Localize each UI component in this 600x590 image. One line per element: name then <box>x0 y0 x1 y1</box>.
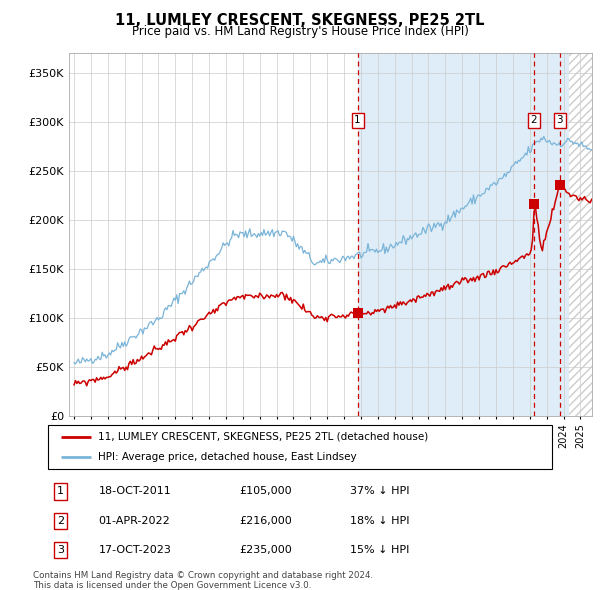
Text: 17-OCT-2023: 17-OCT-2023 <box>98 545 171 555</box>
Text: 1: 1 <box>354 115 361 125</box>
Text: 3: 3 <box>557 115 563 125</box>
Text: Price paid vs. HM Land Registry's House Price Index (HPI): Price paid vs. HM Land Registry's House … <box>131 25 469 38</box>
Text: HPI: Average price, detached house, East Lindsey: HPI: Average price, detached house, East… <box>98 452 357 462</box>
Text: Contains HM Land Registry data © Crown copyright and database right 2024.: Contains HM Land Registry data © Crown c… <box>33 571 373 580</box>
Text: This data is licensed under the Open Government Licence v3.0.: This data is licensed under the Open Gov… <box>33 581 311 589</box>
Text: 15% ↓ HPI: 15% ↓ HPI <box>350 545 410 555</box>
Text: 2: 2 <box>57 516 64 526</box>
Text: 37% ↓ HPI: 37% ↓ HPI <box>350 486 410 496</box>
Text: 11, LUMLEY CRESCENT, SKEGNESS, PE25 2TL (detached house): 11, LUMLEY CRESCENT, SKEGNESS, PE25 2TL … <box>98 432 428 442</box>
Text: £216,000: £216,000 <box>239 516 292 526</box>
Text: 3: 3 <box>57 545 64 555</box>
Text: £105,000: £105,000 <box>239 486 292 496</box>
Text: 1: 1 <box>57 486 64 496</box>
FancyBboxPatch shape <box>48 425 552 469</box>
Text: £235,000: £235,000 <box>239 545 292 555</box>
Bar <box>358 53 569 416</box>
Text: 18-OCT-2011: 18-OCT-2011 <box>98 486 171 496</box>
Text: 01-APR-2022: 01-APR-2022 <box>98 516 170 526</box>
Text: 2: 2 <box>530 115 537 125</box>
Bar <box>569 53 592 416</box>
Text: 11, LUMLEY CRESCENT, SKEGNESS, PE25 2TL: 11, LUMLEY CRESCENT, SKEGNESS, PE25 2TL <box>115 13 485 28</box>
Text: 18% ↓ HPI: 18% ↓ HPI <box>350 516 410 526</box>
